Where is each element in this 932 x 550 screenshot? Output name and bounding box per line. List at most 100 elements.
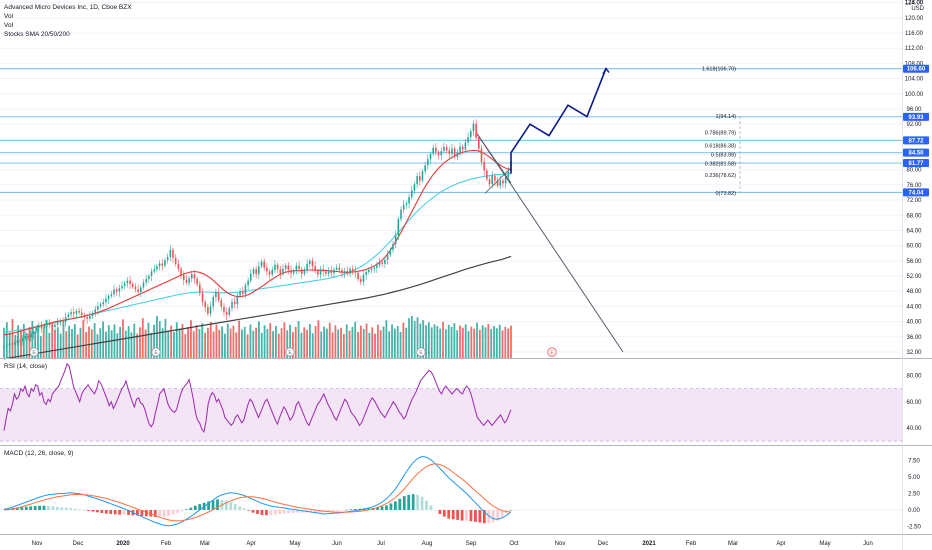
volume-bar: [476, 322, 478, 358]
volume-bar: [59, 333, 62, 358]
legend-sma[interactable]: Stocks SMA 20/50/200: [4, 31, 70, 38]
volume-bar: [487, 323, 490, 358]
candle-body: [354, 270, 357, 273]
macd-tick-label: 0.00: [908, 508, 920, 514]
candle-body: [478, 137, 480, 149]
legend-volume-2[interactable]: Vol: [4, 22, 14, 29]
volume-bar: [71, 329, 73, 358]
macd-histogram-bar: [33, 506, 37, 510]
macd-label[interactable]: MACD (12, 26, close, 9): [4, 450, 74, 457]
time-axis[interactable]: Nov Dec 2020 Feb Mar Apr May Jun Jul Aug Sep Oct Nov…: [32, 541, 873, 547]
price-tick-label: 36.00: [906, 335, 922, 341]
candle-body: [432, 147, 435, 154]
rsi-label[interactable]: RSI (14, close): [4, 363, 47, 370]
candle-body: [443, 146, 445, 152]
macd-tick-label: -2.50: [907, 525, 921, 531]
earnings-marker: [285, 347, 295, 357]
trend-line-lower: [484, 167, 512, 194]
volume-bar: [507, 328, 510, 358]
macd-histogram-bar: [278, 510, 282, 514]
candle-body: [164, 260, 166, 266]
macd-tick-label: 5.00: [908, 475, 920, 481]
symbol-title[interactable]: Advanced Micro Devices Inc, 1D, Cboe BZX: [4, 4, 132, 11]
candle-body: [115, 289, 118, 292]
volume-bar: [153, 324, 156, 358]
candle-body: [11, 343, 13, 345]
price-tick-label: 116.00: [905, 31, 924, 37]
price-axis[interactable]: 32.00 36.00 40.00 44.00 48.00 52.00 56.00 60.00…: [905, 0, 924, 531]
volume-bar: [498, 324, 501, 358]
volume-bar: [39, 336, 42, 358]
candle-body: [3, 346, 5, 348]
volume-bar: [207, 327, 209, 358]
candle-body: [67, 314, 70, 318]
fib-level-label: 0.236(78.62): [705, 173, 736, 179]
time-tick-label: Mar: [200, 541, 210, 547]
candle-body: [384, 259, 386, 264]
candle-body: [75, 310, 78, 314]
volume-bar: [82, 320, 85, 358]
candle-body: [83, 314, 86, 318]
candle-body: [24, 336, 27, 339]
drawings[interactable]: [476, 67, 624, 353]
macd-histogram-bar: [331, 510, 335, 512]
macd-histogram-bar: [127, 510, 130, 515]
macd-histogram-bar: [509, 510, 513, 511]
chart-legend[interactable]: Advanced Micro Devices Inc, 1D, Cboe BZX…: [4, 3, 132, 39]
volume-bar: [113, 324, 116, 358]
earnings-marker-label: E: [419, 350, 423, 356]
volume-bar: [456, 330, 459, 358]
volume-bar: [308, 323, 311, 358]
macd-histogram-bar: [442, 510, 446, 517]
macd-histogram-bar: [358, 508, 362, 510]
macd-histogram-bar: [60, 507, 64, 510]
macd-histogram-bar: [429, 505, 433, 510]
macd-histogram-bar: [176, 510, 179, 513]
volume-bar: [255, 327, 257, 358]
horizontal-levels[interactable]: [0, 68, 902, 193]
candle-body: [437, 152, 440, 156]
price-tick-label: 60.00: [906, 244, 922, 250]
volume-bar: [215, 324, 218, 358]
macd-histogram-bar: [474, 510, 477, 522]
macd-histogram-bar: [469, 510, 473, 522]
volume-bar: [25, 333, 28, 358]
candle-body: [416, 176, 418, 185]
volume-bar: [105, 331, 107, 358]
macd-histogram-bar: [389, 503, 393, 510]
candle-body: [64, 317, 67, 323]
macd-histogram-bar: [456, 510, 460, 520]
volume-bar: [232, 325, 235, 358]
macd-histogram-bar: [398, 498, 402, 510]
legend-volume-1[interactable]: Vol: [4, 13, 14, 20]
candle-body: [131, 284, 134, 287]
volume-bar: [136, 333, 139, 358]
price-tick-label: 104.00: [905, 77, 924, 83]
volume-bar: [410, 316, 413, 358]
candle-body: [145, 279, 147, 283]
candle-body: [397, 219, 400, 236]
price-badge-label: 106.60: [907, 67, 926, 73]
macd-histogram-bar: [433, 510, 437, 511]
volume-bar: [272, 331, 274, 358]
macd-histogram-bar: [242, 508, 246, 510]
candle-body: [70, 312, 72, 315]
candle-body: [199, 284, 201, 293]
macd-histogram-bar: [411, 494, 415, 510]
candle-body: [223, 306, 225, 313]
macd-histogram-bar: [51, 506, 55, 510]
candle-body: [107, 295, 110, 299]
macd-histogram-bar: [264, 510, 268, 516]
fibonacci-retracement[interactable]: 1.618(106.70) 1(94.14) 0.786(89.79) 0.618(8…: [702, 66, 741, 197]
volume-bar: [405, 327, 408, 358]
candle-body: [228, 308, 231, 315]
candle-body: [5, 345, 8, 347]
macd-histogram-bar: [238, 506, 242, 510]
macd-histogram-bar: [465, 510, 468, 521]
volume-bar: [269, 323, 272, 358]
volume-bar: [280, 328, 283, 358]
candle-body: [435, 147, 437, 153]
volume-bar: [198, 329, 201, 358]
